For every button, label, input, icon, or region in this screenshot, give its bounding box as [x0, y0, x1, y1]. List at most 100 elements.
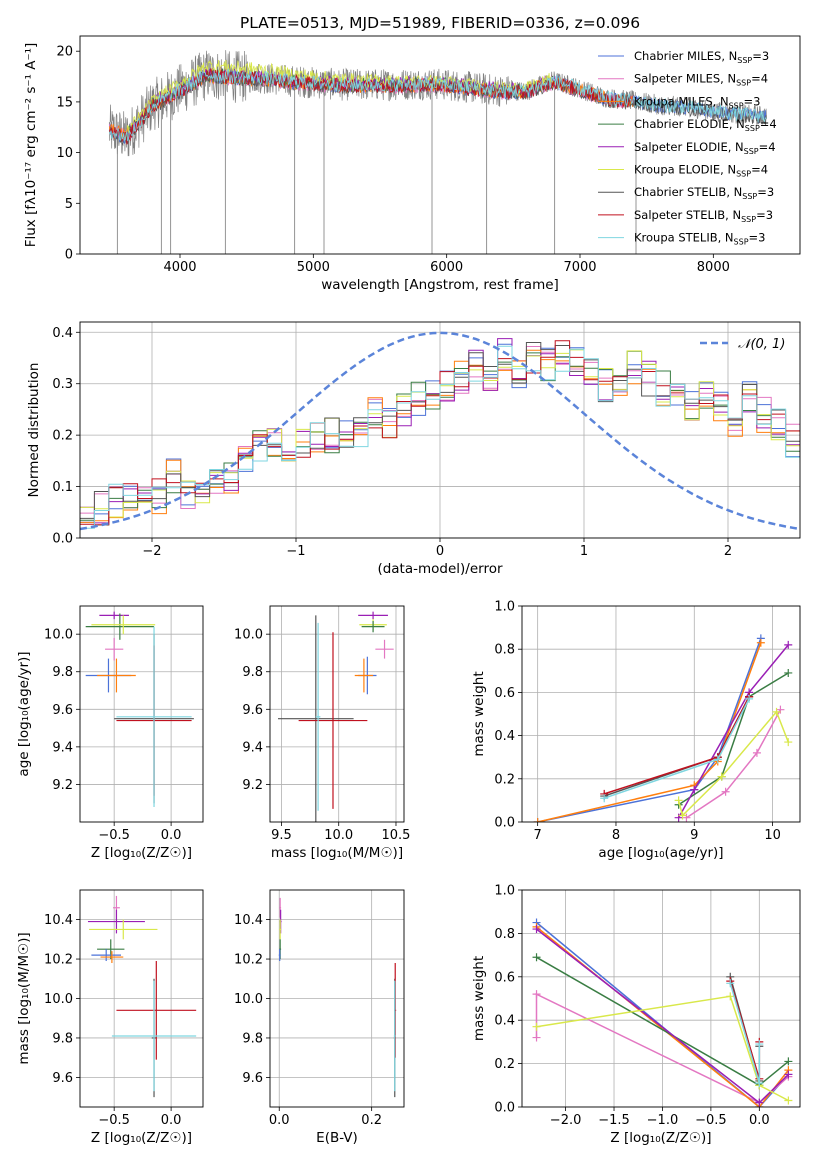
chart-panel-4: 9.5 10.0 10.5 9.2 9.4 9.6 9.8 10.0 mass [log₁₀(M…: [234, 605, 411, 861]
point-marker: [600, 794, 609, 803]
point-marker: [755, 1098, 764, 1107]
x-tick-label: 7000: [563, 260, 596, 275]
spectrum-series-9: [108, 68, 767, 142]
y-tick-label: 1.0: [494, 884, 515, 899]
errorbar-point-6: [354, 658, 374, 693]
x-tick-label: 0.0: [161, 1113, 182, 1128]
y-axis-label: mass weight: [471, 956, 487, 1041]
point-marker: [784, 1057, 793, 1066]
y-tick-label: 0.4: [494, 1014, 515, 1029]
legend-entry-7: Chabrier STELIB, NSSP=3: [634, 185, 774, 201]
y-tick-label: 0.0: [52, 532, 73, 547]
chart-panel-1: 4000 5000 6000 7000 8000 0 5 10 15 20 PLATE=0513, …: [23, 14, 801, 293]
point-marker: [755, 1040, 764, 1049]
x-axis-label: Z [log₁₀(Z/Z☉)]: [91, 845, 192, 861]
point-marker: [752, 748, 761, 757]
legend-entry-5: Salpeter ELODIE, NSSP=4: [634, 140, 776, 156]
point-marker: [756, 638, 765, 647]
x-tick-label: −1: [286, 544, 305, 559]
legend-entry-3: Kroupa MILES, NSSP=3: [634, 94, 761, 110]
legend-entry-6: Kroupa ELODIE, NSSP=4: [634, 163, 768, 179]
series-line: [677, 644, 789, 819]
errorbar-point-9: [315, 622, 321, 811]
x-tick-label: 10.5: [382, 828, 411, 843]
errorbar-point-8: [116, 961, 197, 1060]
x-tick-label: 10.0: [324, 828, 353, 843]
series-line: [686, 709, 782, 819]
y-tick-label: 10.0: [234, 628, 263, 643]
chart-panel-8: −2.0 −1.5 −1.0 −0.5 0.0 0.0 0.2 0.4 0.6 0.8 1.0 Z […: [471, 884, 801, 1146]
plot-area: [108, 50, 767, 254]
y-tick-label: 0.4: [52, 326, 73, 341]
y-tick-label: 0.0: [494, 816, 515, 831]
y-tick-label: 10.0: [44, 992, 73, 1007]
x-axis-label: Z [log₁₀(Z/Z☉)]: [91, 1130, 192, 1146]
histogram-series-9: [80, 345, 800, 529]
x-axis-label: (data-model)/error: [377, 561, 503, 577]
point-marker: [690, 785, 699, 794]
x-tick-label: −0.5: [98, 828, 130, 843]
mass-weight-series-5: [674, 640, 793, 822]
chart-panel-5: 7 8 9 10 0.0 0.2 0.4 0.6 0.8 1.0 age [log₁₀(age/yr…: [471, 600, 801, 861]
y-tick-label: 9.8: [242, 1031, 263, 1046]
y-tick-label: 1.0: [494, 600, 515, 615]
point-marker: [726, 992, 735, 1001]
point-marker: [784, 1096, 793, 1105]
point-marker: [784, 640, 793, 649]
x-tick-label: −0.5: [695, 1113, 727, 1128]
plot-area: [270, 890, 404, 1107]
series-line: [536, 995, 789, 1102]
errorbar-point-1: [99, 611, 129, 620]
chart-panel-3: −0.5 0.0 9.2 9.4 9.6 9.8 10.0 Z [log₁₀(Z/Z☉)] ag…: [16, 605, 204, 861]
mass-weight-series-9: [600, 694, 754, 803]
y-tick-label: 0.2: [494, 772, 515, 787]
x-tick-label: 9.5: [271, 828, 292, 843]
errorbar-point-5: [91, 949, 121, 962]
y-tick-label: 9.2: [52, 778, 73, 793]
y-tick-label: 0.0: [494, 1101, 515, 1116]
plot-area: [522, 606, 800, 822]
errorbar-point-7: [278, 615, 354, 822]
chart-panel-7: 0.0 0.2 9.6 9.8 10.0 10.2 10.4 E(B-V): [234, 889, 405, 1146]
mass-weight-series-5: [532, 925, 793, 1107]
point-marker: [532, 1022, 541, 1031]
y-tick-label: 0.6: [494, 686, 515, 701]
chart-panel-6: −0.5 0.0 9.6 9.8 10.0 10.2 10.4 Z [log₁₀(Z/Z☉)]…: [16, 889, 204, 1146]
point-marker: [533, 818, 542, 822]
y-tick-label: 10.2: [234, 953, 263, 968]
errorbar-point-6: [97, 658, 136, 693]
point-marker: [713, 755, 722, 764]
errorbar-point-3: [279, 919, 282, 940]
errorbar-point-3: [361, 621, 385, 633]
y-tick-label: 0.6: [494, 970, 515, 985]
y-tick-label: 9.6: [242, 703, 263, 718]
axes-frame: [521, 605, 801, 823]
axes-frame: [79, 321, 801, 539]
y-tick-label: 10.4: [44, 913, 73, 928]
errorbar-point-3: [91, 615, 156, 635]
legend-entry-2: Salpeter MILES, NSSP=4: [634, 72, 768, 88]
y-tick-label: 0.4: [494, 729, 515, 744]
x-axis-label: mass [log₁₀(M/M☉)]: [271, 845, 403, 861]
y-tick-label: 9.6: [242, 1071, 263, 1086]
y-axis-label: Normed distribution: [26, 363, 42, 498]
y-tick-label: 15: [56, 95, 73, 110]
errorbar-point-4: [375, 639, 394, 659]
x-axis-label: wavelength [Angstrom, rest frame]: [321, 277, 559, 293]
point-marker: [726, 979, 735, 988]
y-tick-label: 0.3: [52, 377, 73, 392]
axes-frame: [79, 889, 204, 1108]
x-tick-label: 0.0: [269, 1113, 290, 1128]
x-tick-label: −1.5: [598, 1113, 630, 1128]
x-tick-label: −0.5: [98, 1113, 130, 1128]
x-tick-label: 7: [534, 828, 542, 843]
point-marker: [784, 1070, 793, 1079]
chart-panel-2: −2 −1 0 1 2 0.0 0.1 0.2 0.3 0.4 (data-model)/error…: [26, 321, 801, 577]
errorbar-point-9: [116, 626, 192, 807]
y-tick-label: 10.0: [234, 992, 263, 1007]
series-line: [537, 642, 762, 822]
x-axis-label: Z [log₁₀(Z/Z☉)]: [610, 1130, 711, 1146]
normal-curve: [80, 331, 800, 531]
legend-entry-1: Chabrier MILES, NSSP=3: [634, 49, 769, 65]
